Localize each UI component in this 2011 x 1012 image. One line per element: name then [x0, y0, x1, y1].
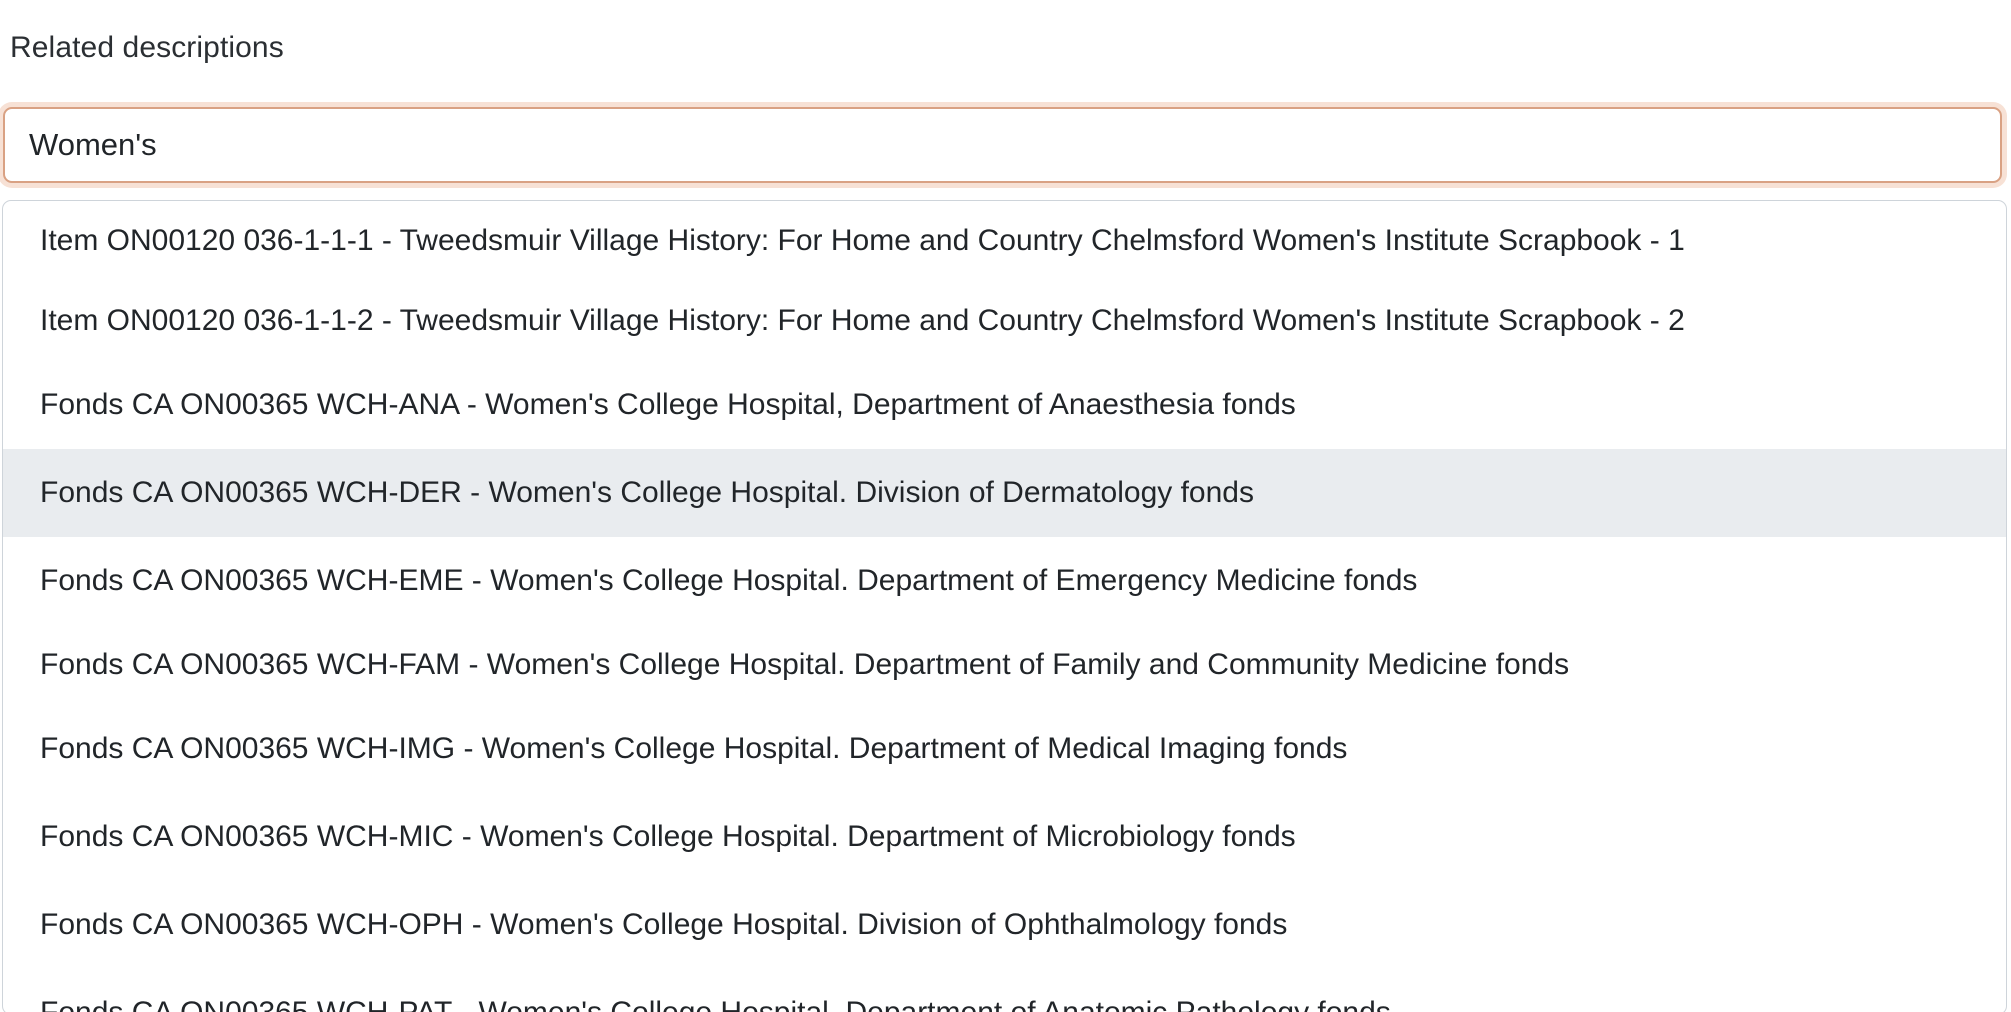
- suggestion-item[interactable]: Fonds CA ON00365 WCH-IMG - Women's Colle…: [40, 732, 1348, 765]
- suggestion-item[interactable]: Fonds CA ON00365 WCH-FAM - Women's Colle…: [40, 648, 1570, 681]
- suggestion-item[interactable]: Fonds CA ON00365 WCH-ANA - Women's Colle…: [40, 388, 1296, 421]
- suggestion-item[interactable]: Item ON00120 036-1-1-2 - Tweedsmuir Vill…: [40, 304, 1685, 337]
- related-descriptions-label: Related descriptions: [10, 31, 284, 64]
- suggestion-item[interactable]: Fonds CA ON00365 WCH-MIC - Women's Colle…: [40, 820, 1296, 853]
- suggestion-item[interactable]: Fonds CA ON00365 WCH-EME - Women's Colle…: [40, 564, 1418, 597]
- suggestion-item[interactable]: Fonds CA ON00365 WCH-PAT - Women's Colle…: [3, 969, 2006, 1012]
- related-descriptions-input-wrapper[interactable]: [3, 107, 2002, 183]
- suggestion-item[interactable]: Fonds CA ON00365 WCH-OPH - Women's Colle…: [40, 908, 1288, 941]
- suggestion-item[interactable]: Item ON00120 036-1-1-1 - Tweedsmuir Vill…: [40, 224, 1685, 257]
- related-descriptions-input[interactable]: [5, 109, 2000, 181]
- suggestion-item[interactable]: Fonds CA ON00365 WCH-DER - Women's Colle…: [3, 449, 2006, 537]
- suggestions-dropdown[interactable]: Item ON00120 036-1-1-1 - Tweedsmuir Vill…: [2, 200, 2007, 1012]
